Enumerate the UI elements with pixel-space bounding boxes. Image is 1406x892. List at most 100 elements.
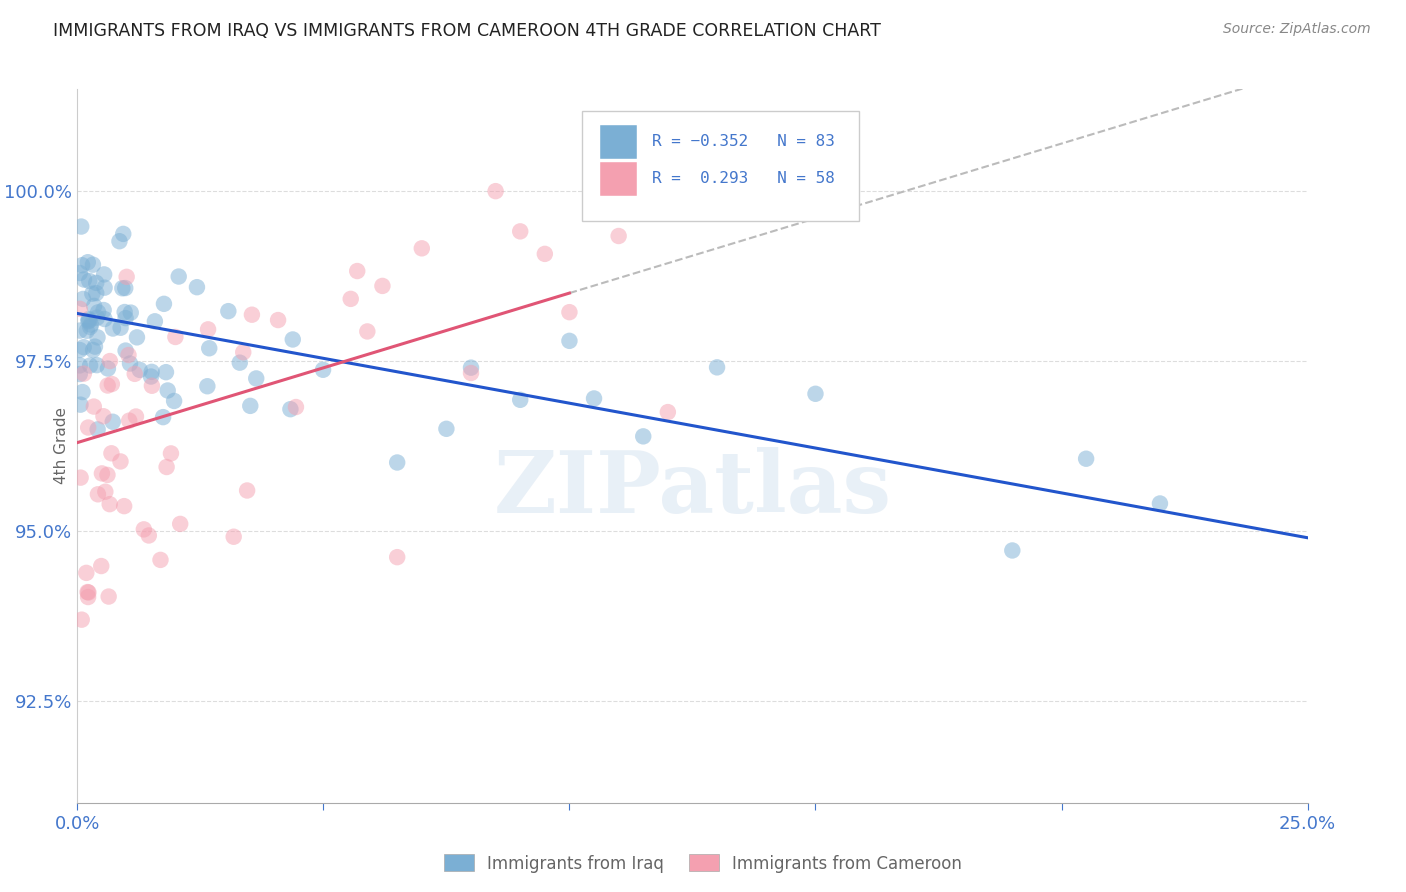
Point [281, 333, 304, 347]
Point [86, 358, 108, 372]
Point [485, 184, 508, 198]
Point [86, 330, 108, 344]
Point [97, 378, 120, 392]
Text: Source: ZipAtlas.com: Source: ZipAtlas.com [1223, 22, 1371, 37]
Point [312, 363, 335, 377]
Point [97, 590, 120, 604]
Point [284, 400, 307, 414]
Point [110, 454, 132, 468]
Point [346, 264, 368, 278]
Point [607, 229, 630, 244]
Point [98, 497, 121, 511]
Point [93, 303, 115, 318]
Point [356, 325, 378, 339]
Point [534, 247, 557, 261]
Point [167, 269, 190, 284]
Point [1076, 451, 1098, 466]
Point [101, 321, 124, 335]
Point [124, 367, 146, 381]
Point [195, 379, 218, 393]
Point [240, 308, 263, 322]
Point [77, 274, 100, 288]
Point [169, 516, 191, 531]
Point [197, 322, 219, 336]
Point [79, 313, 101, 327]
Point [267, 313, 290, 327]
Bar [600, 162, 637, 196]
Text: R =  0.293   N = 58: R = 0.293 N = 58 [652, 171, 835, 186]
Point [371, 279, 394, 293]
Point [77, 585, 100, 599]
Point [186, 280, 208, 294]
Point [87, 487, 110, 501]
Point [153, 297, 176, 311]
Point [633, 429, 655, 443]
Point [229, 356, 252, 370]
Point [94, 484, 117, 499]
Point [141, 378, 163, 392]
Point [86, 422, 108, 436]
Point [70, 258, 93, 272]
Point [583, 392, 606, 406]
Point [90, 467, 112, 481]
Point [73, 272, 96, 286]
Point [69, 343, 91, 357]
Point [70, 219, 93, 234]
Point [118, 414, 141, 428]
Point [460, 360, 482, 375]
Point [82, 286, 104, 301]
Point [77, 420, 100, 434]
Point [69, 301, 91, 316]
Point [93, 280, 115, 294]
Point [77, 312, 100, 326]
Point [165, 330, 187, 344]
Point [198, 341, 221, 355]
Point [114, 281, 136, 295]
Point [86, 310, 108, 325]
Point [509, 392, 531, 407]
Point [87, 305, 110, 319]
Text: R = −0.352   N = 83: R = −0.352 N = 83 [652, 134, 835, 149]
Point [222, 530, 245, 544]
Point [156, 384, 179, 398]
Point [108, 234, 131, 248]
Point [138, 528, 160, 542]
Point [217, 304, 239, 318]
Point [73, 340, 96, 354]
Point [114, 343, 136, 358]
Point [143, 314, 166, 328]
FancyBboxPatch shape [582, 111, 859, 221]
Bar [600, 125, 637, 159]
Point [98, 354, 121, 368]
Point [79, 359, 101, 373]
Point [72, 385, 94, 400]
Point [84, 340, 107, 354]
Point [160, 446, 183, 460]
Point [804, 386, 827, 401]
Point [139, 369, 162, 384]
Point [706, 360, 728, 375]
Point [460, 366, 482, 380]
Point [112, 227, 135, 241]
Point [69, 324, 91, 338]
Point [128, 363, 150, 377]
Point [111, 281, 134, 295]
Point [245, 371, 267, 385]
Point [339, 292, 361, 306]
Point [387, 550, 409, 565]
Point [436, 422, 458, 436]
Point [558, 334, 581, 348]
Point [69, 359, 91, 373]
Point [69, 266, 91, 280]
Point [93, 312, 115, 326]
Point [657, 405, 679, 419]
Point [93, 268, 115, 282]
Point [69, 398, 91, 412]
Point [1149, 496, 1171, 510]
Point [114, 311, 136, 326]
Point [149, 553, 172, 567]
Point [82, 258, 104, 272]
Point [125, 330, 148, 344]
Point [69, 470, 91, 484]
Y-axis label: 4th Grade: 4th Grade [53, 408, 69, 484]
